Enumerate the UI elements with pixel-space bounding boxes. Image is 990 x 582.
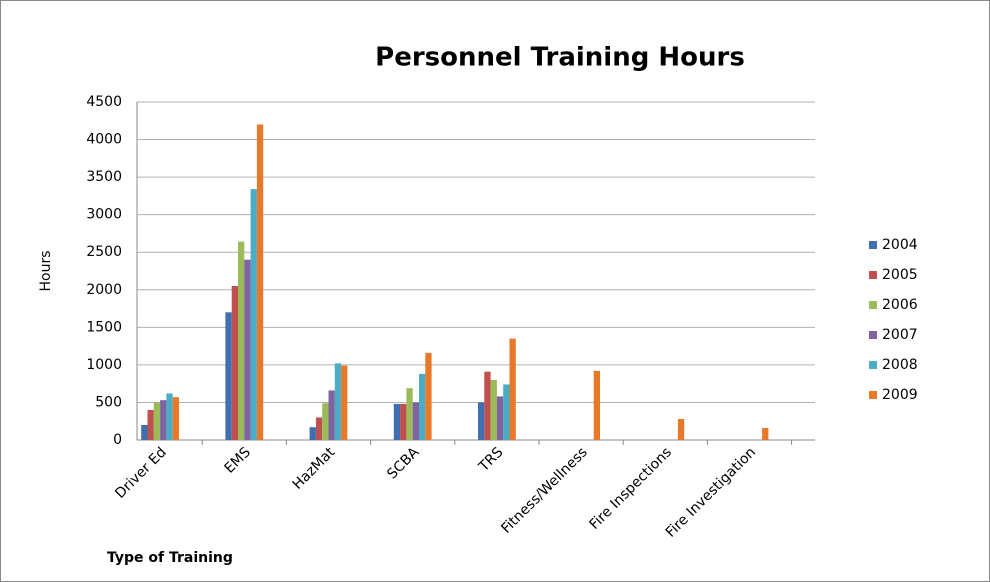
bar [509,338,516,440]
x-axis-title: Type of Training [107,550,233,566]
bar [496,396,504,440]
y-tick-label: 2000 [86,282,122,298]
legend-label: 2008 [882,357,918,373]
legend-swatch [869,271,877,279]
bar [425,352,432,440]
bar [244,259,251,440]
bar [406,388,413,440]
bar [166,393,173,440]
bar [147,409,154,440]
legend-swatch [869,301,877,309]
bar [400,403,407,440]
legend-swatch [869,241,877,249]
legend-label: 2006 [882,297,918,313]
chart-title: Personnel Training Hours [375,43,745,73]
legend-label: 2005 [882,267,918,283]
bar [256,124,264,441]
bar [250,189,257,440]
y-tick-label: 3000 [86,207,122,223]
legend-swatch [869,391,877,399]
y-tick-label: 1000 [86,357,122,373]
legend-label: 2004 [882,237,918,253]
bar [419,373,426,440]
y-tick-label: 2500 [86,244,122,260]
bar [412,402,419,440]
bar [478,402,485,440]
bar [393,403,401,440]
y-tick-label: 0 [113,432,122,448]
bar [160,400,167,440]
bar [490,379,497,440]
bar [153,402,161,440]
y-tick-label: 500 [95,394,122,410]
bar [225,312,232,440]
legend-label: 2009 [882,387,918,403]
legend-label: 2007 [882,327,918,343]
bar [141,424,148,440]
bar [328,390,335,440]
bar [231,286,238,440]
y-tick-label: 4500 [86,94,122,110]
bar [762,427,769,440]
bar [309,427,316,440]
bar [677,418,685,440]
y-tick-label: 1500 [86,319,122,335]
bar [484,371,491,440]
legend-swatch [869,361,877,369]
bar [172,397,179,440]
bar [503,384,510,440]
bar [593,370,600,440]
y-tick-label: 3500 [86,169,122,185]
bar [341,365,348,440]
y-tick-label: 4000 [86,132,122,148]
bar [238,241,245,440]
bar [334,363,342,440]
y-axis-title: Hours [38,250,54,291]
bar [315,417,323,440]
legend-swatch [869,331,877,339]
bar [322,403,329,440]
